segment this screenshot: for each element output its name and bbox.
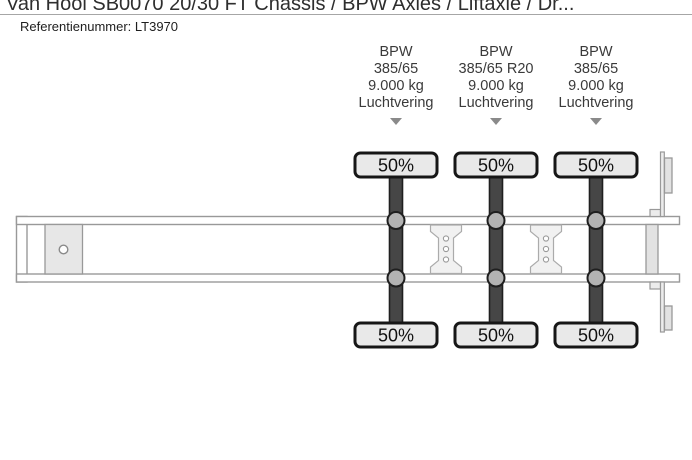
rear-crossmember: [645, 223, 659, 275]
axle-1-suspension: Luchtvering: [358, 95, 434, 111]
header-divider: [0, 14, 692, 15]
axle-3-spec-dropdown[interactable]: BPW 385/65 9.000 kg Luchtvering: [536, 44, 656, 125]
tyre-condition: 50%: [378, 156, 414, 176]
rear-bracket-top: [649, 208, 662, 218]
axle-hub: [586, 211, 606, 230]
tyre-condition: 50%: [378, 326, 414, 346]
axle-hub: [386, 268, 406, 288]
rear-marker-board-bottom: [663, 305, 673, 331]
axle-2-suspension: Luchtvering: [458, 95, 534, 111]
tyre-badge: [353, 321, 439, 349]
axle-2-spec-dropdown[interactable]: BPW 385/65 R20 9.000 kg Luchtvering: [436, 44, 556, 125]
axle-1-brand: BPW: [379, 44, 413, 60]
chevron-down-icon[interactable]: [590, 118, 602, 125]
axle-hub: [586, 268, 606, 288]
chevron-down-icon[interactable]: [390, 118, 402, 125]
axle-1-tyre-size: 385/65: [373, 61, 419, 77]
plate-hole: [442, 256, 450, 263]
reference-number: Referentienummer: LT3970: [20, 19, 179, 34]
axle-2-diagram: 50% 50%: [453, 151, 539, 349]
chassis-rail-left: [15, 215, 681, 226]
axle-2-brand: BPW: [479, 44, 513, 60]
axle-hub: [386, 211, 406, 230]
plate-hole: [542, 235, 550, 242]
axle-1-capacity: 9.000 kg: [368, 78, 424, 94]
tyre-badge: [453, 321, 539, 349]
page-title: Van Hool SB0070 20/30 FT Chassis / BPW A…: [6, 0, 575, 15]
axle-1-diagram: 50% 50%: [353, 151, 439, 349]
tyre-condition: 50%: [578, 156, 614, 176]
axle-3-tyre-size: 385/65: [573, 61, 619, 77]
tyre-badge: [553, 151, 639, 179]
plate-hole: [542, 256, 550, 263]
axle-3-diagram: 50% 50%: [553, 151, 639, 349]
axle-shaft: [588, 164, 604, 336]
axle-2-capacity: 9.000 kg: [468, 78, 524, 94]
rear-bumper-bar-top: [659, 151, 665, 218]
tyre-badge: [453, 151, 539, 179]
plate-hole: [542, 245, 550, 253]
axle-shaft: [488, 164, 504, 336]
axle-hub: [486, 211, 506, 230]
tyre-badge: [553, 321, 639, 349]
tyre-badge: [353, 151, 439, 179]
kingpin: [58, 244, 69, 255]
axle-3-brand: BPW: [579, 44, 613, 60]
tyre-condition: 50%: [478, 326, 514, 346]
axle-2-tyre-size: 385/65 R20: [458, 61, 534, 77]
front-crossmember: [15, 215, 28, 283]
rear-bracket-bottom: [649, 281, 662, 290]
chassis-rail-right: [15, 273, 681, 283]
axle-1-spec-dropdown[interactable]: BPW 385/65 9.000 kg Luchtvering: [336, 44, 456, 125]
rear-bumper-bar-bottom: [659, 281, 665, 333]
axle-hub: [486, 268, 506, 288]
axle-3-suspension: Luchtvering: [558, 95, 634, 111]
plate-hole: [442, 245, 450, 253]
tyre-condition: 50%: [478, 156, 514, 176]
tyre-condition: 50%: [578, 326, 614, 346]
plate-hole: [442, 235, 450, 242]
rear-marker-board-top: [663, 157, 673, 194]
chassis-diagram: 50% 50% 50% 50% 50% 50%: [15, 151, 681, 349]
axle-3-capacity: 9.000 kg: [568, 78, 624, 94]
chevron-down-icon[interactable]: [490, 118, 502, 125]
axle-shaft: [388, 164, 404, 336]
chassis-frame: [15, 151, 681, 333]
